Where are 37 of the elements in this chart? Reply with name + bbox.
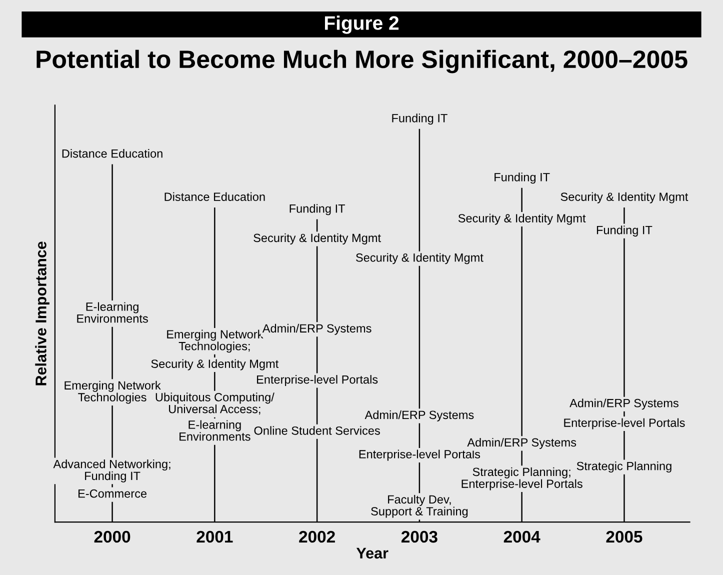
annotation: Enterprise-level Portals (359, 450, 480, 461)
annotation: Security & Identity Mgmt (458, 214, 586, 225)
annotation: Faculty Dev, Support & Training (371, 494, 468, 518)
chart-title: Figure 2 (324, 16, 399, 34)
annotation: Funding IT (494, 172, 550, 184)
annotation: Enterprise-level Portals (564, 418, 685, 430)
annotation: Funding IT (596, 226, 652, 237)
annotation: Enterprise-level Portals (257, 375, 378, 386)
annotation: Strategic Planning (576, 462, 672, 473)
annotation: E-Commerce (78, 489, 147, 498)
annotation: Funding IT (290, 204, 346, 216)
annotation: Admin/ERP Systems (364, 410, 474, 422)
annotation: Admin/ERP Systems (570, 398, 678, 410)
x-tick-label: 2002 (299, 530, 335, 543)
annotation: Emerging Network Technologies; (167, 330, 264, 353)
annotation: Security & Identity Mgmt (356, 253, 484, 264)
annotation: Distance Education (164, 192, 265, 201)
annotation: Advanced Networking; Funding IT (53, 460, 170, 482)
x-tick-label: 2005 (606, 530, 642, 543)
annotation: Online Student Services (254, 426, 380, 435)
annotation: E-learning Environments (180, 420, 250, 441)
annotation: Admin/ERP Systems (467, 438, 576, 449)
annotation: Admin/ERP Systems (262, 324, 372, 335)
x-tick-label: 2000 (94, 530, 130, 543)
annotation: Ubiquitous Computing/ Universal Access; (156, 392, 274, 415)
annotation: Security & Identity Mgmt (560, 192, 688, 204)
annotation: Security & Identity Mgmt (151, 359, 279, 370)
x-tick-label: 2004 (504, 530, 540, 543)
y-axis-title: Relative Importance (35, 242, 50, 386)
annotation: E-learning Environments (77, 302, 148, 323)
annotation: Security & Identity Mgmt (254, 233, 381, 244)
annotation: Funding IT (392, 114, 448, 125)
chart-subtitle: Potential to Become Much More Significant, 2000–2005 (36, 50, 688, 74)
annotation: Distance Education (62, 149, 162, 158)
x-axis-title: Year (356, 548, 388, 559)
x-tick-label: 2001 (196, 530, 233, 543)
x-tick-label: 2003 (401, 530, 438, 543)
